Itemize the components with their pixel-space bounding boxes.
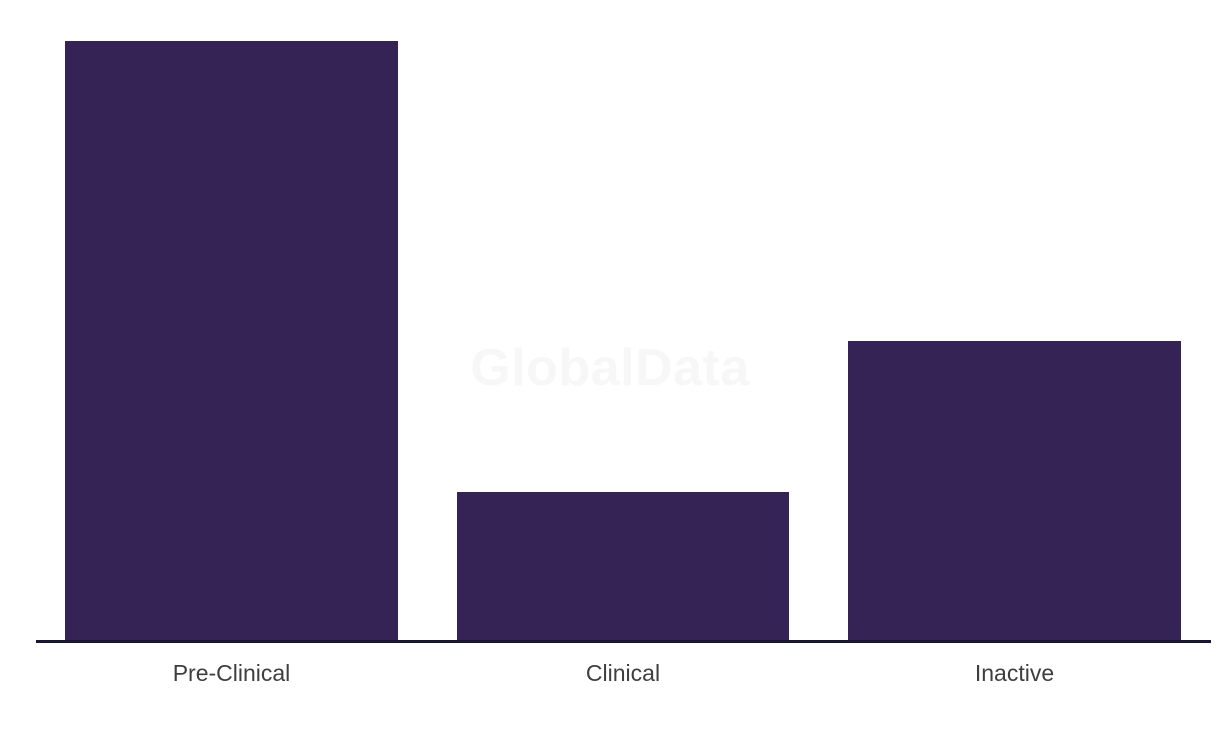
x-tick-label-inactive: Inactive — [974, 660, 1055, 686]
bar-inactive — [848, 341, 1181, 640]
x-axis-line — [36, 640, 1211, 643]
x-tick-label-clinical: Clinical — [585, 660, 661, 686]
bar-clinical — [457, 492, 789, 640]
x-tick-label-pre-clinical: Pre-Clinical — [172, 660, 291, 686]
bar-pre-clinical — [65, 41, 398, 640]
